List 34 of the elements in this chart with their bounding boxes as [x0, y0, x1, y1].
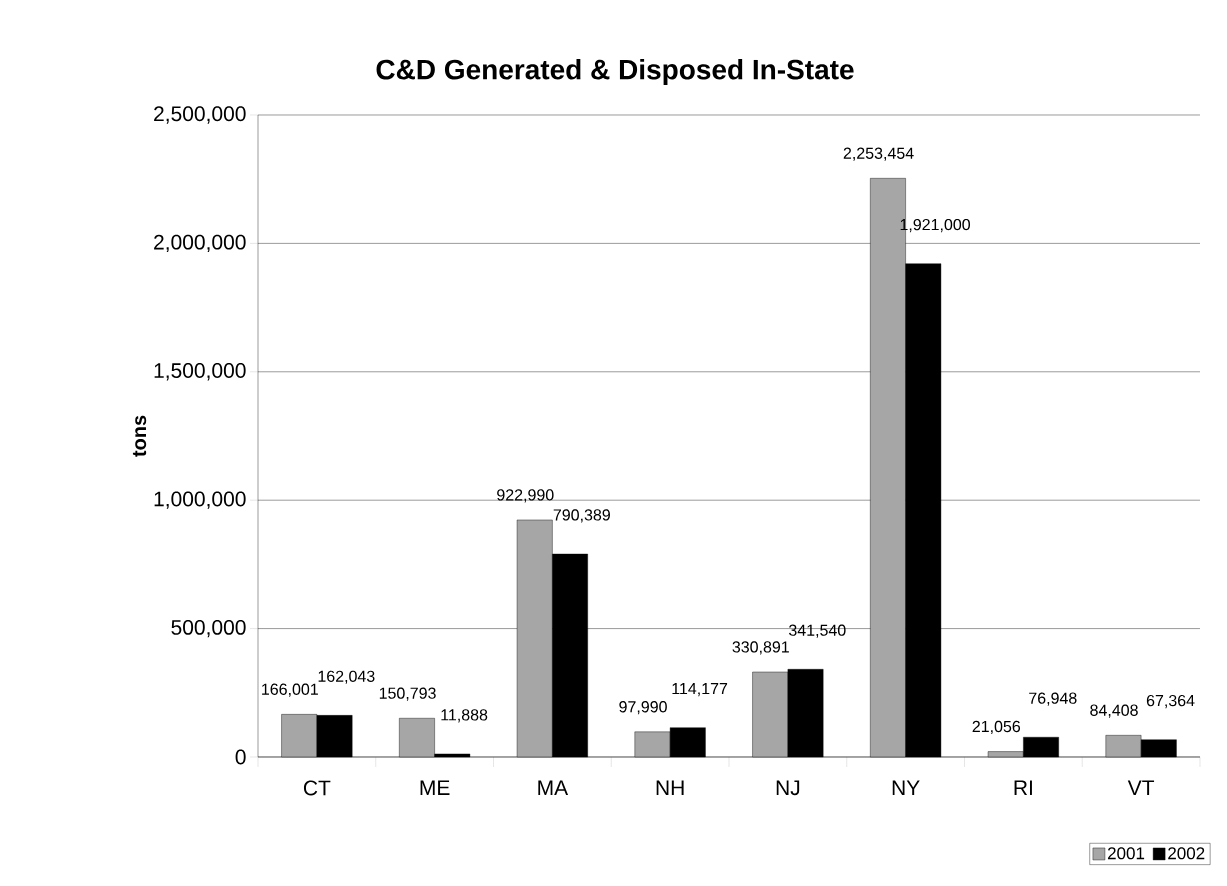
data-label: 84,408 — [1090, 704, 1138, 718]
data-label: 97,990 — [619, 701, 667, 715]
data-label: 150,793 — [379, 687, 436, 701]
data-label: 790,389 — [553, 509, 610, 523]
data-label: 11,888 — [441, 709, 488, 723]
data-label: 67,364 — [1146, 694, 1195, 709]
chart-title: C&D Generated & Disposed In-State — [376, 58, 854, 86]
y-tick-label: 2,500,000 — [154, 106, 246, 124]
x-tick-label: NJ — [776, 780, 800, 796]
y-axis-title: tons — [132, 415, 147, 457]
x-tick-label: ME — [420, 780, 450, 795]
data-label: 114,177 — [672, 683, 728, 697]
data-label: 21,056 — [972, 720, 1021, 735]
x-tick-label: RI — [1014, 780, 1032, 795]
data-label: 162,043 — [318, 670, 375, 684]
x-tick-label: NY — [892, 780, 920, 795]
x-tick-label: NH — [656, 780, 684, 795]
data-label: 166,001 — [262, 683, 318, 697]
y-tick-label: 500,000 — [171, 619, 246, 638]
legend-label: 2001 — [1107, 847, 1145, 860]
x-tick-label: CT — [303, 780, 331, 796]
y-tick-label: 1,000,000 — [154, 491, 246, 509]
legend-label: 2002 — [1168, 847, 1205, 860]
data-label: 76,948 — [1029, 692, 1077, 706]
y-tick-label: 1,500,000 — [154, 363, 246, 381]
data-label: 330,891 — [732, 641, 789, 655]
y-tick-label: 0 — [235, 749, 246, 765]
data-label: 922,990 — [497, 489, 554, 503]
x-tick-label: VT — [1127, 780, 1155, 795]
data-label: 1,921,000 — [900, 218, 971, 233]
x-tick-label: MA — [538, 780, 569, 795]
y-tick-label: 2,000,000 — [154, 234, 246, 253]
data-label: 341,540 — [789, 624, 846, 638]
data-label: 2,253,454 — [843, 147, 914, 161]
